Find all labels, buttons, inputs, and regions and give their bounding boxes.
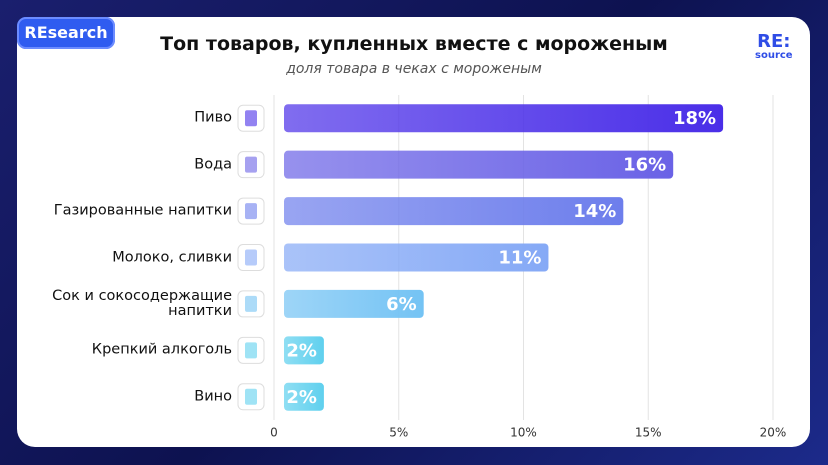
x-tick-label: 10% xyxy=(510,426,537,440)
icon-glyph xyxy=(245,110,257,127)
value-label: 2% xyxy=(286,387,317,408)
value-label: 2% xyxy=(286,340,317,361)
value-label: 6% xyxy=(386,294,417,315)
chart-subtitle: доля товара в чеках с мороженым xyxy=(286,61,542,77)
bar xyxy=(284,104,724,133)
icon-glyph xyxy=(245,388,257,405)
bar xyxy=(284,197,624,226)
card xyxy=(17,17,810,447)
bar xyxy=(284,289,424,318)
icon-glyph xyxy=(245,342,257,359)
category-label: Вино xyxy=(194,388,232,405)
icon-glyph xyxy=(245,156,257,173)
x-tick-label: 20% xyxy=(760,426,787,440)
category-label: Пиво xyxy=(194,109,232,126)
icon-glyph xyxy=(245,203,257,220)
value-label: 16% xyxy=(623,155,666,176)
value-label: 14% xyxy=(573,201,616,222)
bar xyxy=(284,382,324,411)
icon-glyph xyxy=(245,249,257,266)
bar xyxy=(284,336,324,365)
value-label: 18% xyxy=(673,108,716,129)
logo-bottom: source xyxy=(755,50,793,61)
x-tick-label: 15% xyxy=(635,426,662,440)
value-label: 11% xyxy=(498,248,541,269)
category-label: Газированные напитки xyxy=(53,202,232,219)
logo-top: RE: xyxy=(757,31,791,52)
category-label: Сок и сокосодержащие напитки xyxy=(52,287,232,319)
badge[interactable]: REsearch xyxy=(17,17,115,49)
category-label: Вода xyxy=(194,156,232,173)
bar xyxy=(284,243,549,272)
category-label: Крепкий алкоголь xyxy=(91,341,232,358)
x-tick-label: 5% xyxy=(389,426,408,440)
logo: RE: source xyxy=(755,33,793,61)
category-label: Молоко, сливки xyxy=(112,249,232,265)
x-tick-label: 0 xyxy=(270,426,278,440)
chart-title: Топ товаров, купленных вместе с морожены… xyxy=(160,33,668,55)
icon-glyph xyxy=(245,295,257,312)
bar xyxy=(284,150,674,179)
